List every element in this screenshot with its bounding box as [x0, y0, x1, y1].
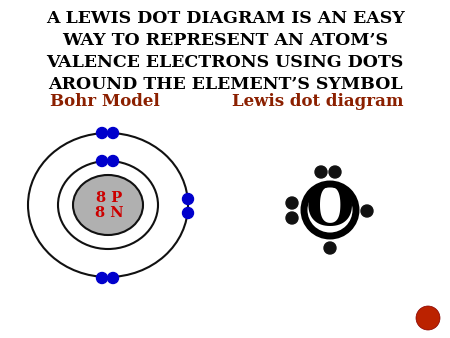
Circle shape: [361, 205, 373, 217]
Circle shape: [416, 306, 440, 330]
Circle shape: [183, 193, 194, 204]
Circle shape: [96, 127, 108, 139]
Circle shape: [183, 208, 194, 218]
Text: AROUND THE ELEMENT’S SYMBOL: AROUND THE ELEMENT’S SYMBOL: [48, 76, 402, 93]
Text: A LEWIS DOT DIAGRAM IS AN EASY: A LEWIS DOT DIAGRAM IS AN EASY: [45, 10, 405, 27]
Circle shape: [286, 212, 298, 224]
Circle shape: [96, 272, 108, 284]
Circle shape: [108, 272, 118, 284]
Ellipse shape: [73, 175, 143, 235]
Text: O: O: [306, 183, 354, 238]
Circle shape: [108, 127, 118, 139]
Circle shape: [286, 197, 298, 209]
Text: Bohr Model: Bohr Model: [50, 94, 160, 111]
Text: VALENCE ELECTRONS USING DOTS: VALENCE ELECTRONS USING DOTS: [46, 54, 404, 71]
Circle shape: [324, 242, 336, 254]
Text: 8 N: 8 N: [94, 206, 123, 220]
Text: 8 P: 8 P: [96, 191, 122, 205]
Circle shape: [108, 155, 118, 167]
Circle shape: [315, 166, 327, 178]
Text: WAY TO REPRESENT AN ATOM’S: WAY TO REPRESENT AN ATOM’S: [62, 32, 388, 49]
Circle shape: [329, 166, 341, 178]
Circle shape: [96, 155, 108, 167]
Text: Lewis dot diagram: Lewis dot diagram: [232, 94, 404, 111]
